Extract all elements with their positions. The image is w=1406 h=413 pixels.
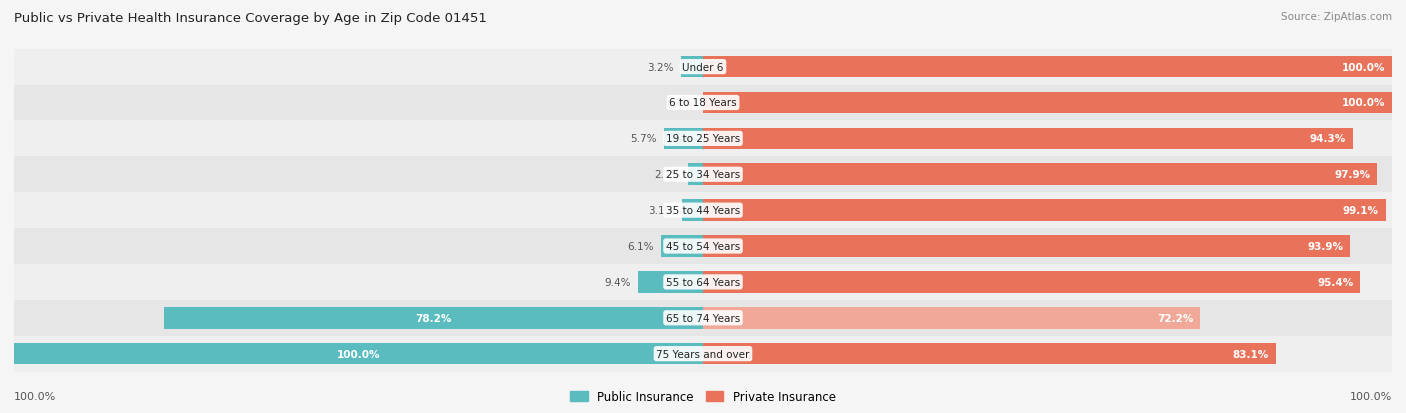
Text: 3.1%: 3.1%: [648, 206, 675, 216]
Text: 25 to 34 Years: 25 to 34 Years: [666, 170, 740, 180]
Bar: [703, 93, 1392, 114]
Text: 2.2%: 2.2%: [654, 170, 681, 180]
Text: 3.2%: 3.2%: [648, 62, 673, 72]
Bar: [14, 85, 1392, 121]
Text: 93.9%: 93.9%: [1308, 242, 1343, 252]
Bar: [681, 57, 703, 78]
Bar: [14, 264, 1392, 300]
Bar: [703, 200, 1386, 221]
Text: 97.9%: 97.9%: [1334, 170, 1371, 180]
Bar: [14, 228, 1392, 264]
Text: 100.0%: 100.0%: [1350, 391, 1392, 401]
Text: Source: ZipAtlas.com: Source: ZipAtlas.com: [1281, 12, 1392, 22]
Bar: [703, 128, 1353, 150]
Bar: [682, 200, 703, 221]
Text: 99.1%: 99.1%: [1343, 206, 1379, 216]
Text: 78.2%: 78.2%: [415, 313, 451, 323]
Text: 75 Years and over: 75 Years and over: [657, 349, 749, 359]
Bar: [703, 57, 1392, 78]
Text: 100.0%: 100.0%: [1341, 62, 1385, 72]
Text: 6.1%: 6.1%: [627, 242, 654, 252]
Text: 5.7%: 5.7%: [630, 134, 657, 144]
Bar: [14, 50, 1392, 85]
Text: 0.0%: 0.0%: [666, 98, 693, 108]
Text: 9.4%: 9.4%: [605, 277, 631, 287]
Text: 100.0%: 100.0%: [337, 349, 380, 359]
Bar: [14, 300, 1392, 336]
Text: 35 to 44 Years: 35 to 44 Years: [666, 206, 740, 216]
Bar: [14, 157, 1392, 193]
Bar: [661, 236, 703, 257]
Bar: [703, 236, 1350, 257]
Bar: [703, 164, 1378, 185]
Bar: [14, 336, 1392, 372]
Bar: [664, 128, 703, 150]
Text: 72.2%: 72.2%: [1157, 313, 1194, 323]
Bar: [165, 307, 703, 329]
Text: 95.4%: 95.4%: [1317, 277, 1354, 287]
Text: 100.0%: 100.0%: [1341, 98, 1385, 108]
Bar: [703, 343, 1275, 365]
Text: 65 to 74 Years: 65 to 74 Years: [666, 313, 740, 323]
Text: 19 to 25 Years: 19 to 25 Years: [666, 134, 740, 144]
Bar: [703, 307, 1201, 329]
Bar: [688, 164, 703, 185]
Bar: [638, 271, 703, 293]
Text: 83.1%: 83.1%: [1233, 349, 1268, 359]
Text: 100.0%: 100.0%: [14, 391, 56, 401]
Bar: [14, 193, 1392, 228]
Text: 45 to 54 Years: 45 to 54 Years: [666, 242, 740, 252]
Text: Public vs Private Health Insurance Coverage by Age in Zip Code 01451: Public vs Private Health Insurance Cover…: [14, 12, 486, 25]
Bar: [14, 343, 703, 365]
Text: 6 to 18 Years: 6 to 18 Years: [669, 98, 737, 108]
Text: 55 to 64 Years: 55 to 64 Years: [666, 277, 740, 287]
Text: Under 6: Under 6: [682, 62, 724, 72]
Bar: [703, 271, 1360, 293]
Text: 94.3%: 94.3%: [1309, 134, 1346, 144]
Legend: Public Insurance, Private Insurance: Public Insurance, Private Insurance: [565, 385, 841, 408]
Bar: [14, 121, 1392, 157]
